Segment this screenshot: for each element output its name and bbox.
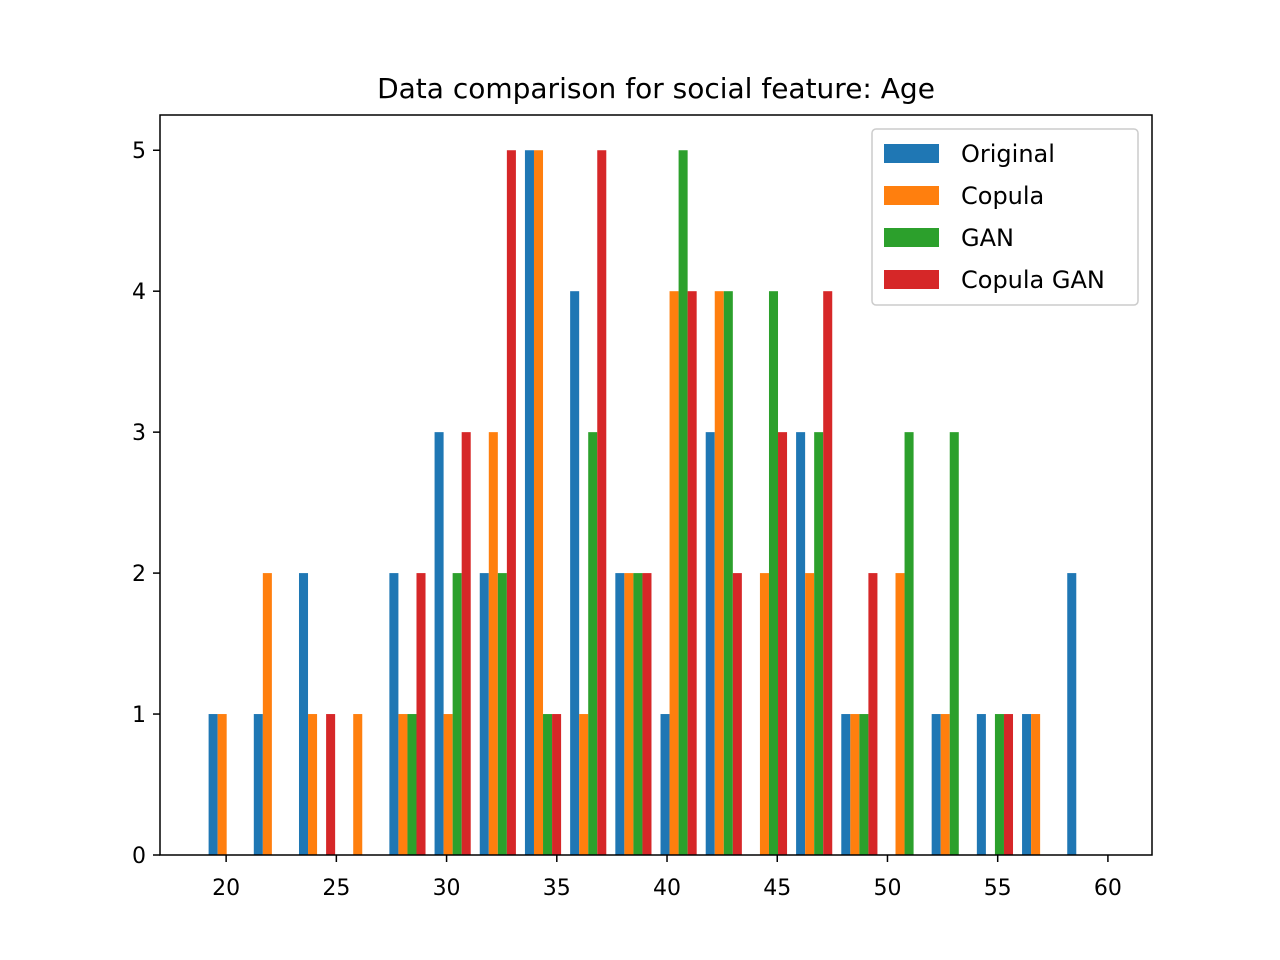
y-tick-label: 0 — [132, 844, 146, 869]
bar-original — [841, 714, 851, 855]
bar-copula — [805, 573, 815, 855]
bar-original — [615, 573, 625, 855]
bar-copula — [262, 573, 272, 855]
bar-original — [479, 573, 489, 855]
bar-copula-gan — [687, 291, 697, 855]
x-tick-label: 35 — [543, 876, 571, 901]
legend-label: Original — [961, 140, 1055, 168]
bar-copula — [1031, 714, 1041, 855]
bar-copula-gan — [868, 573, 878, 855]
bar-gan — [633, 573, 643, 855]
bar-copula — [624, 573, 634, 855]
legend-label: Copula — [961, 182, 1044, 210]
bar-gan — [452, 573, 462, 855]
bar-original — [298, 573, 309, 855]
bar-original — [389, 573, 399, 855]
bar-copula — [443, 714, 453, 855]
legend-label: GAN — [961, 224, 1014, 252]
bar-original — [931, 714, 941, 855]
bar-gan — [543, 714, 553, 855]
bar-gan — [678, 150, 688, 855]
bar-copula — [488, 432, 498, 855]
bar-original — [796, 432, 806, 855]
bar-original — [253, 714, 263, 855]
bar-copula-gan — [461, 432, 471, 855]
bar-original — [705, 432, 715, 855]
bar-copula — [759, 573, 769, 855]
legend-box — [871, 128, 1139, 306]
bar-copula-gan — [597, 150, 607, 855]
bar-copula — [579, 714, 589, 855]
bar-gan — [407, 714, 417, 855]
bar-copula-gan — [552, 714, 562, 855]
bar-copula — [308, 714, 318, 855]
x-tick-label: 60 — [1094, 876, 1122, 901]
bar-original — [660, 714, 670, 855]
bar-original — [1067, 573, 1077, 855]
bar-copula — [940, 714, 950, 855]
x-tick-label: 55 — [984, 876, 1012, 901]
x-tick-label: 25 — [322, 876, 350, 901]
bar-copula — [217, 714, 227, 855]
bar-gan — [588, 432, 598, 855]
y-tick-label: 5 — [132, 139, 146, 164]
bar-copula-gan — [1003, 714, 1014, 855]
bar-copula-gan — [506, 150, 516, 855]
bar-copula-gan — [732, 573, 742, 855]
bar-original — [1022, 714, 1032, 855]
x-tick-label: 45 — [763, 876, 791, 901]
bar-original — [208, 714, 218, 855]
y-tick-label: 4 — [132, 280, 146, 305]
bar-original — [570, 291, 580, 855]
bar-original — [524, 150, 534, 855]
y-tick-label: 1 — [132, 703, 146, 728]
bar-copula-gan — [642, 573, 652, 855]
y-axis: 0 1 2 3 4 5 — [132, 139, 160, 869]
chart-title: Data comparison for social feature: Age — [377, 72, 935, 105]
legend-swatch — [884, 144, 939, 163]
x-tick-label: 40 — [653, 876, 681, 901]
bar-copula — [669, 291, 679, 855]
x-tick-label: 50 — [873, 876, 901, 901]
bar-gan — [949, 432, 959, 855]
bar-copula-gan — [326, 714, 336, 855]
bar-gan — [859, 714, 869, 855]
plot-frame — [159, 114, 1153, 856]
legend-swatch — [884, 228, 939, 247]
legend-swatch — [884, 186, 939, 205]
bar-copula — [850, 714, 860, 855]
bar-copula — [714, 291, 724, 855]
x-axis: 20 25 30 35 40 45 50 55 60 — [212, 855, 1122, 901]
bar-copula-gan — [778, 432, 788, 855]
y-tick-label: 3 — [132, 421, 146, 446]
bar-original — [434, 432, 444, 855]
bars-layer — [208, 150, 1077, 855]
bar-copula — [353, 714, 363, 855]
x-tick-label: 20 — [212, 876, 240, 901]
legend: Original Copula GAN Copula GAN — [871, 128, 1139, 306]
bar-gan — [768, 291, 779, 855]
y-tick-label: 2 — [132, 562, 146, 587]
bar-gan — [497, 573, 507, 855]
bar-gan — [814, 432, 824, 855]
bar-gan — [904, 432, 914, 855]
legend-label: Copula GAN — [961, 266, 1105, 294]
bar-copula — [533, 150, 544, 855]
bar-copula — [398, 714, 408, 855]
bar-copula-gan — [416, 573, 426, 855]
legend-swatch — [884, 270, 939, 289]
bar-gan — [723, 291, 733, 855]
bar-copula — [895, 573, 905, 855]
bar-gan — [994, 714, 1004, 855]
x-tick-label: 30 — [433, 876, 461, 901]
bar-copula-gan — [823, 291, 833, 855]
bar-original — [976, 714, 986, 855]
